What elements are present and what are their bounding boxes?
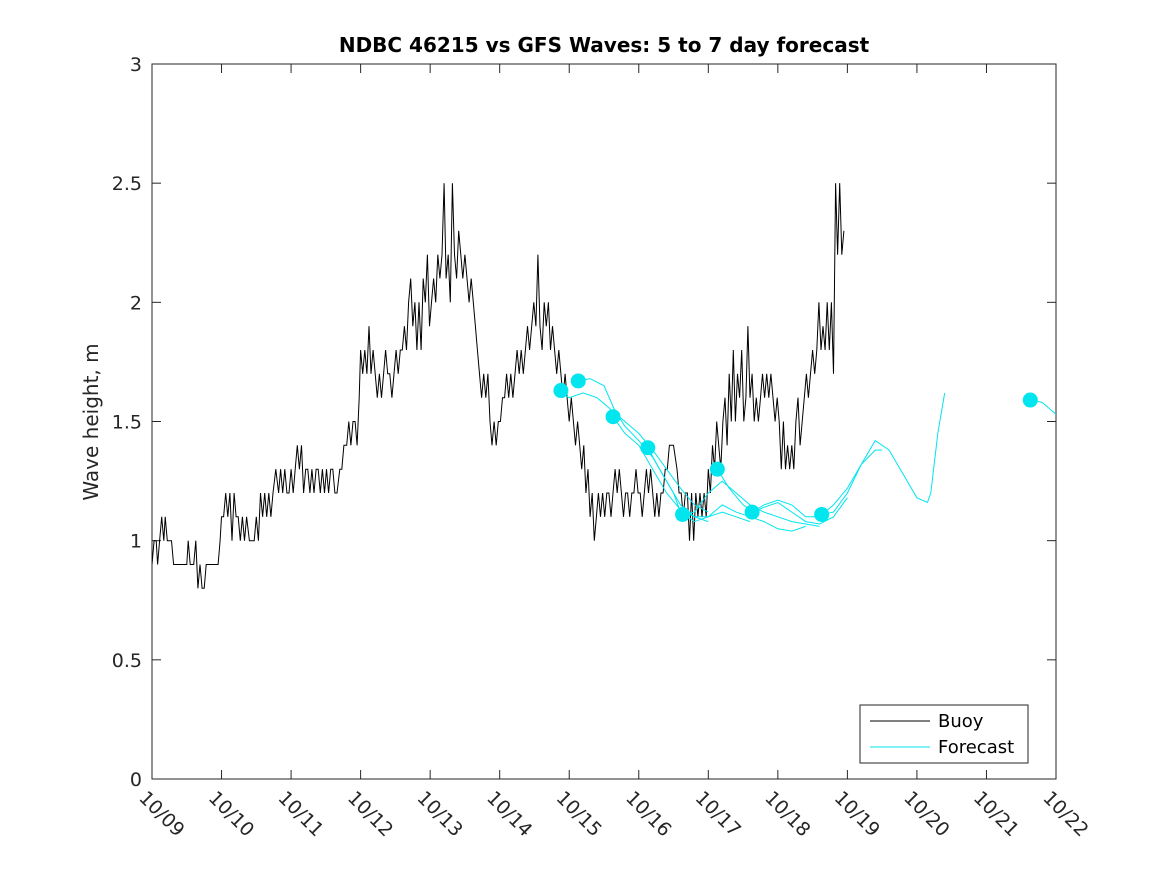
forecast-marker bbox=[675, 506, 691, 522]
y-tick-label: 1 bbox=[130, 531, 142, 553]
forecast-marker bbox=[709, 461, 725, 477]
legend-label: Buoy bbox=[938, 711, 984, 732]
y-tick-label: 0 bbox=[130, 769, 142, 791]
forecast-marker bbox=[814, 506, 830, 522]
forecast-marker bbox=[570, 373, 586, 389]
forecast-marker bbox=[605, 409, 621, 425]
buoy-series-line bbox=[152, 183, 845, 589]
plot-layer bbox=[152, 183, 1056, 589]
forecast-run-line bbox=[560, 392, 709, 513]
forecast-marker bbox=[553, 383, 569, 399]
y-tick-label: 1.5 bbox=[112, 412, 142, 434]
legend: Buoy Forecast bbox=[859, 704, 1029, 764]
forecast-run-line bbox=[716, 468, 848, 525]
y-axis-label: Wave height, m bbox=[79, 343, 103, 500]
forecast-marker bbox=[1022, 392, 1038, 408]
forecast-run-line bbox=[647, 447, 806, 532]
legend-label: Forecast bbox=[938, 737, 1014, 758]
y-tick-label: 3 bbox=[130, 54, 142, 76]
forecast-marker bbox=[640, 440, 656, 456]
forecast-marker bbox=[744, 504, 760, 520]
forecast-run-line bbox=[821, 392, 946, 515]
y-tick-label: 0.5 bbox=[112, 650, 142, 672]
legend-box bbox=[859, 704, 1029, 764]
y-tick-label: 2 bbox=[130, 292, 142, 314]
chart-title: NDBC 46215 vs GFS Waves: 5 to 7 day fore… bbox=[339, 33, 870, 57]
y-tick-label: 2.5 bbox=[112, 173, 142, 195]
